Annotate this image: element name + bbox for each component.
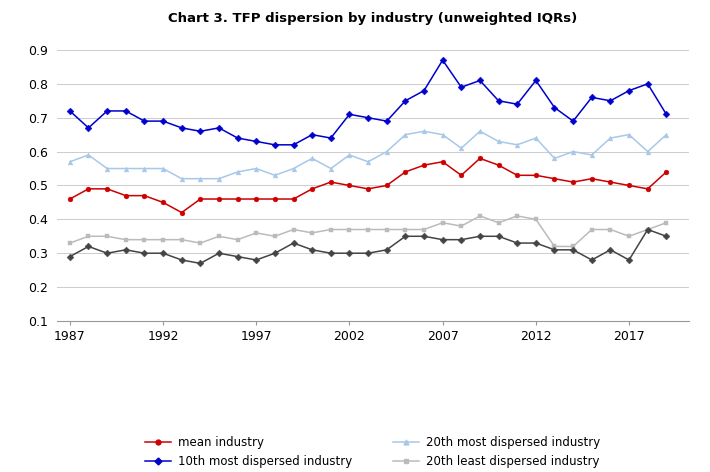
Legend: mean industry, 10th most dispersed industry, 10th least dispersed industry, 20th: mean industry, 10th most dispersed indus…: [145, 436, 601, 472]
Title: Chart 3. TFP dispersion by industry (unweighted IQRs): Chart 3. TFP dispersion by industry (unw…: [168, 12, 577, 25]
